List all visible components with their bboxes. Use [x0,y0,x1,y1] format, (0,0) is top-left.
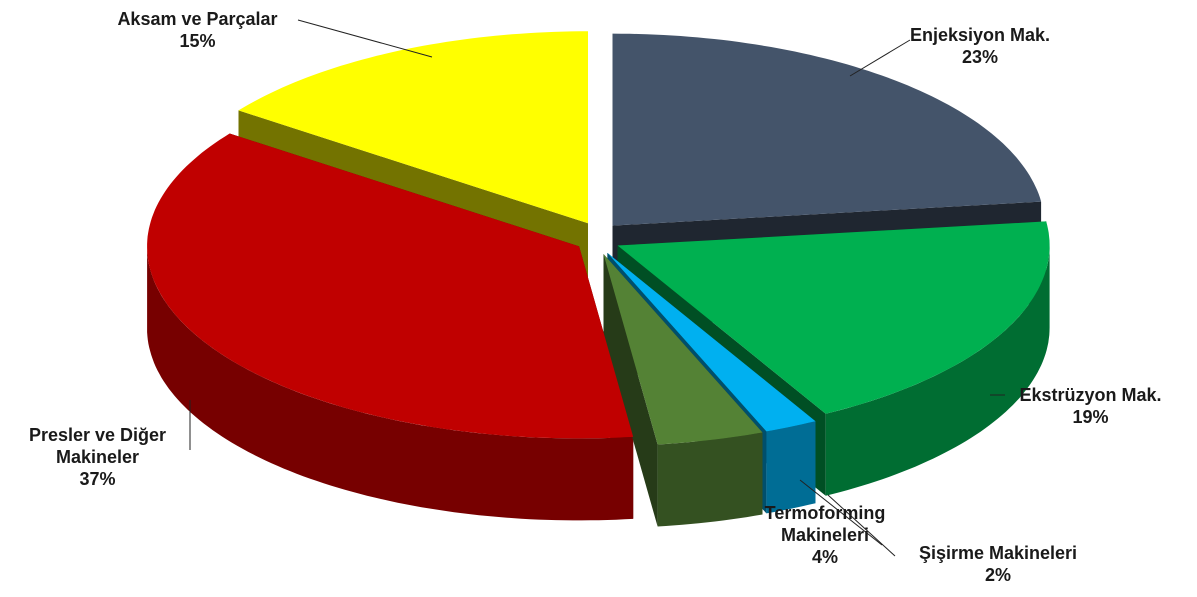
slice-wall [147,246,634,521]
value-label: 4% [811,547,838,567]
slice-wall [657,432,763,527]
leader-line [849,39,911,77]
category-label: Termoforming Makineleri [764,503,886,545]
slice-label: Termoforming Makineleri 4% [740,502,910,568]
slice-tops [147,31,1050,445]
slice-label: Enjeksiyon Mak. 23% [905,24,1055,68]
slice [612,33,1042,226]
slice-wall [825,245,1050,496]
slice-wall [766,421,816,514]
leader-line [827,494,896,557]
leader-line [297,19,433,58]
slice-label: Aksam ve Parçalar 15% [90,8,305,52]
slice-side [603,254,658,527]
category-label: Ekstrüzyon Mak. [1019,385,1162,405]
slice [607,252,816,432]
slice-label: Ekstrüzyon Mak. 19% [1003,384,1178,428]
slice [238,31,588,224]
value-label: 15% [179,31,216,51]
slice [603,254,763,445]
leader-line [799,479,883,546]
slice [617,221,1050,414]
category-label: Enjeksiyon Mak. [909,25,1051,45]
category-label: Presler ve Diğer Makineler [28,425,167,467]
value-label: 37% [79,469,116,489]
slice-label: Presler ve Diğer Makineler 37% [5,424,190,490]
slice [147,133,634,439]
slice-label: Şişirme Makineleri 2% [893,542,1103,586]
category-label: Aksam ve Parçalar [117,9,278,29]
value-label: 19% [1072,407,1109,427]
value-label: 23% [961,47,999,67]
category-label: Şişirme Makineleri [918,543,1078,563]
value-label: 2% [984,565,1011,585]
